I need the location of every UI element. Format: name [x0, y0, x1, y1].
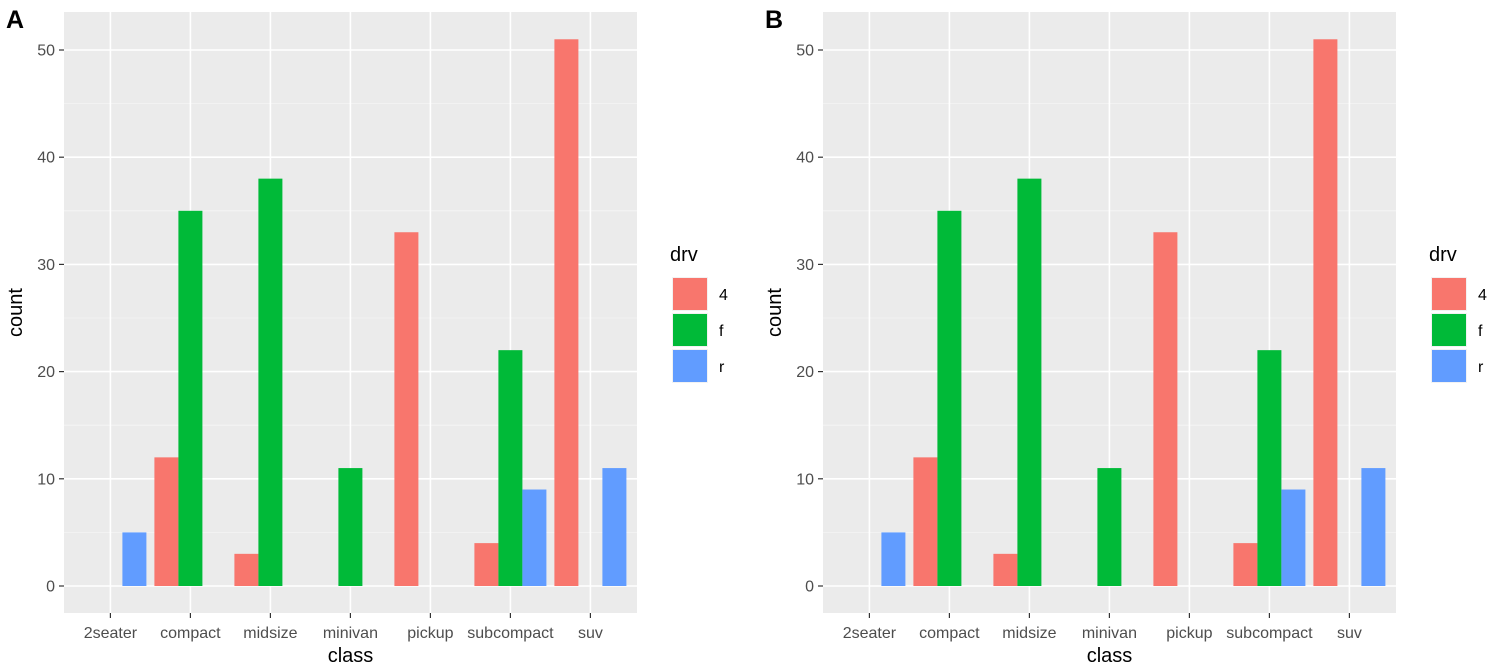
y-tick-label: 30: [796, 257, 814, 274]
bar-midsize-f: [1017, 178, 1042, 586]
bar-midsize-f: [258, 178, 283, 586]
panel-tag: A: [6, 6, 25, 34]
x-tick-label: suv: [578, 625, 603, 642]
y-tick-label: 50: [37, 43, 55, 60]
bar-midsize-4: [234, 553, 259, 586]
bar-compact-f: [178, 210, 203, 587]
legend-swatch-f: [673, 314, 707, 346]
x-tick-label: compact: [919, 625, 980, 642]
x-tick-label: midsize: [243, 625, 297, 642]
bar-subcompact-f: [1257, 350, 1282, 586]
bar-pickup-4: [394, 232, 419, 587]
y-tick-label: 20: [37, 364, 55, 381]
x-tick-label: minivan: [1082, 625, 1137, 642]
y-tick-label: 40: [796, 150, 814, 167]
x-tick-label: 2seater: [84, 625, 138, 642]
legend-swatch-r: [1432, 350, 1466, 382]
bar-pickup-4: [1153, 232, 1178, 587]
y-tick-label: 30: [37, 257, 55, 274]
legend-label: 4: [719, 287, 728, 304]
y-tick-label: 10: [37, 471, 55, 488]
y-tick-label: 0: [46, 579, 55, 596]
bar-suv-r: [1361, 468, 1386, 586]
chart-panel-a: A 0 10 20 30 40 50 2seater compact midsize miniva…: [5, 6, 728, 667]
bar-2seater-r: [881, 532, 906, 586]
bar-chart-a: 0 10 20 30 40 50 2seater compact midsize minivan p…: [5, 12, 728, 667]
legend-title: drv: [1429, 244, 1457, 266]
bar-minivan-f: [338, 468, 363, 586]
x-tick-label: subcompact: [1226, 625, 1313, 642]
x-tick-label: compact: [160, 625, 221, 642]
bar-subcompact-4: [474, 543, 499, 586]
x-tick-label: midsize: [1002, 625, 1056, 642]
panel-tag: B: [765, 6, 784, 34]
legend-swatch-f: [1432, 314, 1466, 346]
x-axis-title: class: [1087, 645, 1133, 667]
x-tick-label: suv: [1337, 625, 1362, 642]
y-tick-label: 40: [37, 150, 55, 167]
chart-panel-b: B 0 10 20 30 40 50 2seater compact midsize miniva…: [759, 0, 1500, 672]
legend-label: r: [719, 359, 725, 376]
y-tick-label: 0: [805, 579, 814, 596]
bar-suv-4: [554, 39, 579, 586]
y-axis-title: count: [5, 288, 27, 337]
bar-compact-4: [913, 457, 938, 586]
y-axis-title: count: [764, 288, 786, 337]
bar-compact-f: [937, 210, 962, 587]
legend-label: f: [719, 323, 724, 340]
bar-suv-4: [1313, 39, 1338, 586]
x-tick-label: 2seater: [843, 625, 897, 642]
bar-compact-4: [154, 457, 179, 586]
legend-label: 4: [1478, 287, 1487, 304]
bar-subcompact-r: [522, 489, 547, 586]
legend-title: drv: [670, 244, 698, 266]
bar-2seater-r: [122, 532, 147, 586]
y-tick-label: 10: [796, 471, 814, 488]
legend-swatch-4: [673, 278, 707, 310]
legend-swatch-4: [1432, 278, 1466, 310]
bar-subcompact-f: [498, 350, 523, 586]
x-tick-label: minivan: [323, 625, 378, 642]
legend-swatch-r: [673, 350, 707, 382]
bar-minivan-f: [1097, 468, 1122, 586]
legend-label: f: [1478, 323, 1483, 340]
bar-suv-r: [602, 468, 627, 586]
bar-subcompact-4: [1233, 543, 1258, 586]
x-tick-label: subcompact: [467, 625, 554, 642]
bar-midsize-4: [993, 553, 1018, 586]
y-tick-label: 50: [796, 43, 814, 60]
bar-subcompact-r: [1281, 489, 1306, 586]
y-tick-label: 20: [796, 364, 814, 381]
x-axis-title: class: [328, 645, 374, 667]
legend-label: r: [1478, 359, 1484, 376]
x-tick-label: pickup: [1166, 625, 1212, 642]
bar-chart-b: 0 10 20 30 40 50 2seater compact midsize minivan p…: [764, 12, 1487, 667]
x-tick-label: pickup: [407, 625, 453, 642]
